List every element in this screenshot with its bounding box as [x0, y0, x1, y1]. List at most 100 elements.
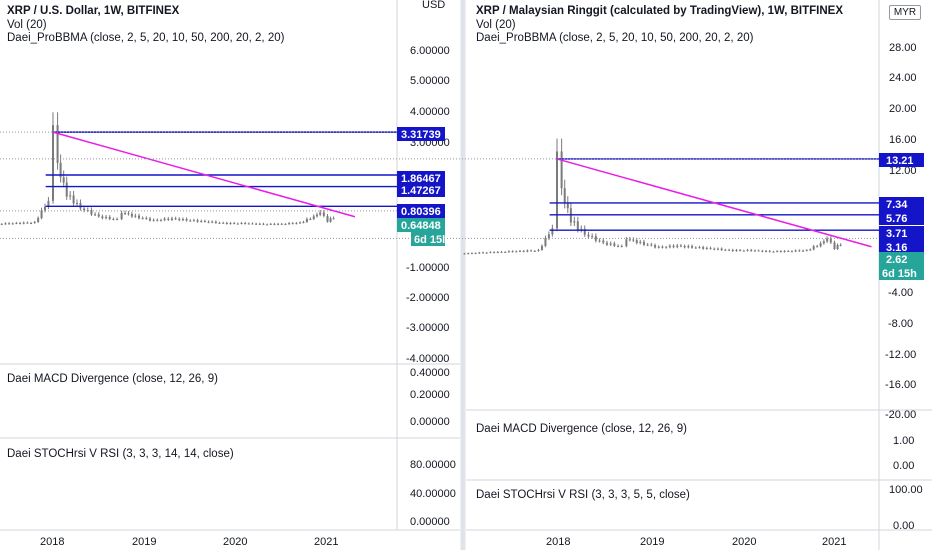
- left-axis-currency[interactable]: USD: [422, 0, 445, 11]
- left-candle-body: [200, 220, 203, 222]
- left-candle-body: [22, 222, 25, 224]
- left-tag-bg: [397, 204, 445, 218]
- right-candle-body: [739, 249, 742, 251]
- right-candle-body: [672, 245, 675, 248]
- right-candle-body: [482, 252, 484, 254]
- right-candle-body: [809, 249, 812, 251]
- right-candle-body: [551, 228, 554, 235]
- left-candle-body: [116, 219, 119, 221]
- left-price-tick: 4.00000: [410, 106, 450, 118]
- right-tag: 7.34: [886, 199, 908, 211]
- left-tag-bg: [397, 218, 445, 232]
- left-macd-tick: 0.40000: [410, 367, 450, 379]
- left-candle-body: [240, 223, 243, 225]
- right-price-tick: 24.00: [889, 72, 917, 84]
- left-candle-body: [229, 223, 232, 225]
- left-candle-body: [134, 215, 137, 217]
- right-candle-body: [470, 253, 473, 255]
- left-candles: [0, 112, 335, 226]
- left-candle-body: [130, 213, 133, 217]
- left-candle-body: [262, 223, 265, 225]
- right-candle-body: [713, 248, 716, 250]
- right-macd-label: Daei MACD Divergence (close, 12, 26, 9): [476, 423, 687, 435]
- left-stoch-tick: 80.00000: [410, 459, 456, 471]
- right-tag-bg: [879, 197, 924, 211]
- left-macd-tick: 0.20000: [410, 389, 450, 401]
- right-candle-body: [826, 238, 829, 242]
- left-candle-body: [284, 224, 287, 226]
- left-candle-body: [101, 216, 104, 219]
- right-tag-bg: [879, 240, 924, 254]
- right-time-tick: 2021: [822, 536, 846, 548]
- right-candle-body: [573, 221, 576, 223]
- right-chart-title: XRP / Malaysian Ringgit (calculated by T…: [476, 5, 843, 17]
- right-candle-body: [613, 243, 616, 246]
- left-tag: 1.86467: [401, 173, 441, 185]
- currency-selector[interactable]: MYR: [889, 5, 921, 20]
- right-price-tags: 13.21 7.34 5.76 3.71 3.16 2.62 6d 15h: [879, 153, 924, 280]
- right-candle-body: [716, 248, 719, 250]
- left-candle-body: [163, 218, 166, 221]
- left-time-tick: 2018: [40, 536, 64, 548]
- right-candle-body: [779, 251, 782, 253]
- left-candle-body: [170, 218, 173, 220]
- left-candle-body: [332, 218, 335, 220]
- right-candle-body: [642, 241, 645, 245]
- left-tag-bg: [397, 183, 445, 197]
- right-price-tick: -20.00: [885, 409, 916, 421]
- right-macd-tick: 0.00: [893, 460, 914, 472]
- left-candle-body: [273, 223, 276, 225]
- right-price-tick: -4.00: [888, 287, 913, 299]
- right-candle-body: [587, 234, 590, 237]
- right-candle-body: [798, 250, 801, 252]
- right-candle-body: [816, 246, 819, 248]
- left-candle-body: [30, 223, 33, 225]
- right-candles: [463, 138, 842, 255]
- left-stoch-label: Daei STOCHrsi V RSI (3, 3, 3, 14, 14, cl…: [7, 448, 234, 460]
- left-candle-body: [152, 219, 155, 221]
- left-candle-body: [65, 182, 68, 197]
- left-vol-label: Vol (20): [7, 19, 47, 31]
- right-candle-body: [654, 245, 657, 248]
- left-candle-body: [33, 222, 36, 224]
- right-tag: 13.21: [886, 155, 914, 167]
- right-candle-body: [489, 252, 492, 254]
- right-candle-body: [787, 250, 790, 252]
- right-candle-body: [533, 250, 536, 252]
- left-candle-body: [4, 223, 7, 225]
- left-candle-body: [309, 219, 312, 221]
- right-candle-body: [724, 249, 727, 251]
- left-candle-body: [299, 222, 302, 224]
- right-candle-body: [500, 251, 503, 253]
- left-candle-body: [19, 223, 22, 225]
- right-candle-body: [504, 251, 507, 253]
- right-candle-body: [526, 250, 529, 252]
- left-candle-body: [0, 224, 3, 226]
- right-candle-body: [731, 249, 734, 252]
- right-stoch-label: Daei STOCHrsi V RSI (3, 3, 3, 5, 5, clos…: [476, 489, 690, 501]
- left-tag: 3.31739: [401, 129, 441, 141]
- left-candle-body: [214, 221, 217, 224]
- left-chart[interactable]: XRP / U.S. Dollar, 1W, BITFINEX Vol (20)…: [0, 0, 460, 548]
- left-candle-body: [189, 220, 192, 222]
- right-candle-body: [833, 242, 836, 250]
- left-stoch-tick: 0.00000: [410, 516, 450, 528]
- left-overlays: [0, 131, 397, 218]
- left-tag: 6d 15h: [414, 234, 449, 246]
- left-candle-body: [291, 223, 294, 225]
- right-candle-body: [679, 245, 682, 247]
- right-time-tick: 2018: [546, 536, 570, 548]
- left-candle-body: [62, 177, 65, 183]
- right-stoch-tick: 100.00: [889, 484, 923, 496]
- left-candle-body: [145, 218, 148, 220]
- right-candle-body: [829, 238, 832, 243]
- left-candle-body: [174, 218, 177, 220]
- left-time-tick: 2021: [314, 536, 338, 548]
- left-stoch-tick: 40.00000: [410, 488, 456, 500]
- right-candle-body: [657, 246, 660, 248]
- right-candle-body: [485, 252, 488, 254]
- left-candle-body: [319, 212, 322, 215]
- right-candle-body: [753, 250, 756, 252]
